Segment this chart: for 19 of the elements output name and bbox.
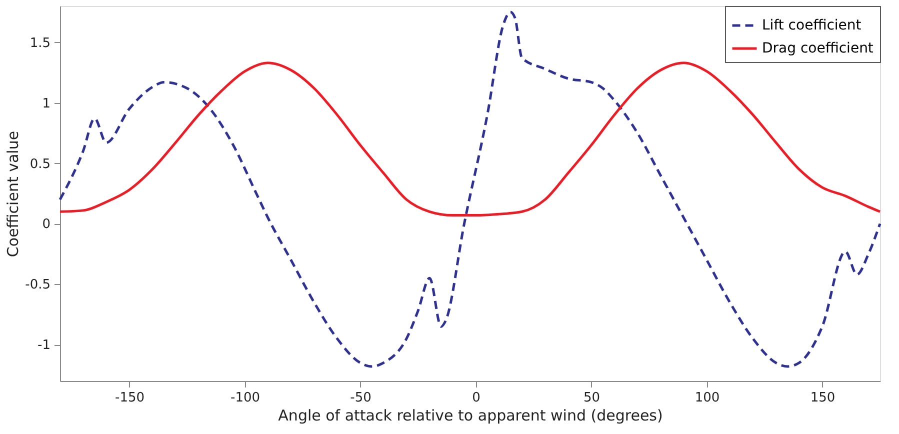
y-tick-label: -0.5: [25, 278, 50, 293]
x-tick-label: -50: [350, 390, 372, 406]
x-tick-label: -100: [230, 390, 260, 406]
x-tick-label: 150: [810, 390, 836, 406]
legend-label: Drag coefficient: [762, 40, 874, 56]
legend-label: Lift coefficient: [762, 18, 862, 34]
y-tick-label: -1: [38, 338, 50, 354]
x-axis-title: Angle of attack relative to apparent wind (degrees): [278, 406, 663, 424]
y-axis-title: Coefficient value: [4, 130, 22, 258]
x-tick-label: 50: [583, 390, 600, 406]
x-tick-label: 100: [694, 390, 720, 406]
y-tick-label: 0: [42, 217, 50, 232]
line-series: [58, 62, 882, 217]
y-tick-label: 1.5: [30, 36, 50, 51]
line-series: [58, 10, 882, 368]
x-tick-label: -150: [115, 390, 145, 406]
y-tick-label: 0.5: [30, 156, 50, 172]
y-tick-label: 1: [42, 96, 50, 112]
x-tick-label: 0: [472, 390, 480, 406]
